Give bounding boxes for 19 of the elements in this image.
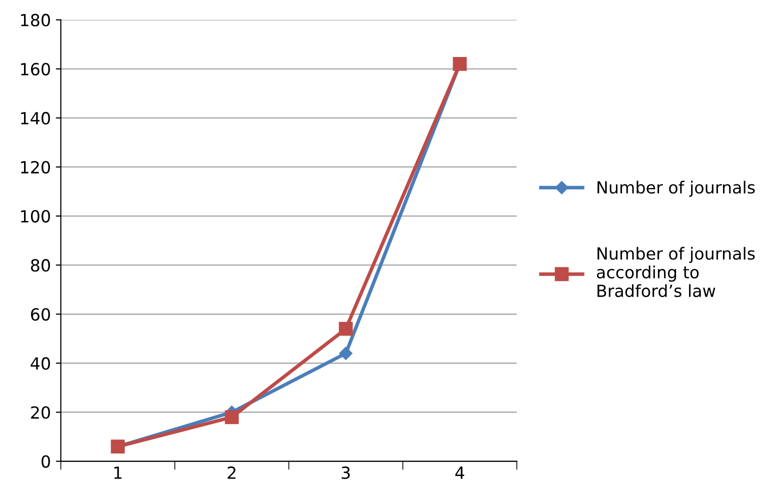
point — [338, 322, 353, 336]
y-tick-label: 60 — [31, 308, 50, 321]
legend-label: Number of journals — [598, 180, 755, 197]
y-tick-label: 0 — [42, 455, 50, 468]
point — [339, 346, 352, 360]
y-tick-label: 160 — [21, 62, 50, 76]
y-tick-label: 180 — [21, 14, 50, 26]
x-tick-label: 3 — [342, 466, 350, 480]
y-tick-label: 140 — [21, 112, 50, 125]
x-tick-label: 4 — [455, 466, 464, 479]
x-tick-label: 2 — [228, 466, 236, 479]
x-tick-label: 1 — [114, 466, 122, 479]
y-tick-label: 80 — [31, 259, 50, 272]
y-tick-label: 40 — [30, 357, 50, 370]
y-tick-label: 100 — [21, 210, 50, 223]
y-tick-label: 20 — [31, 406, 50, 419]
point — [224, 410, 239, 424]
legend-label: Number of journals according to Bradford’s law — [596, 246, 755, 298]
y-tick-label: 120 — [21, 160, 50, 174]
